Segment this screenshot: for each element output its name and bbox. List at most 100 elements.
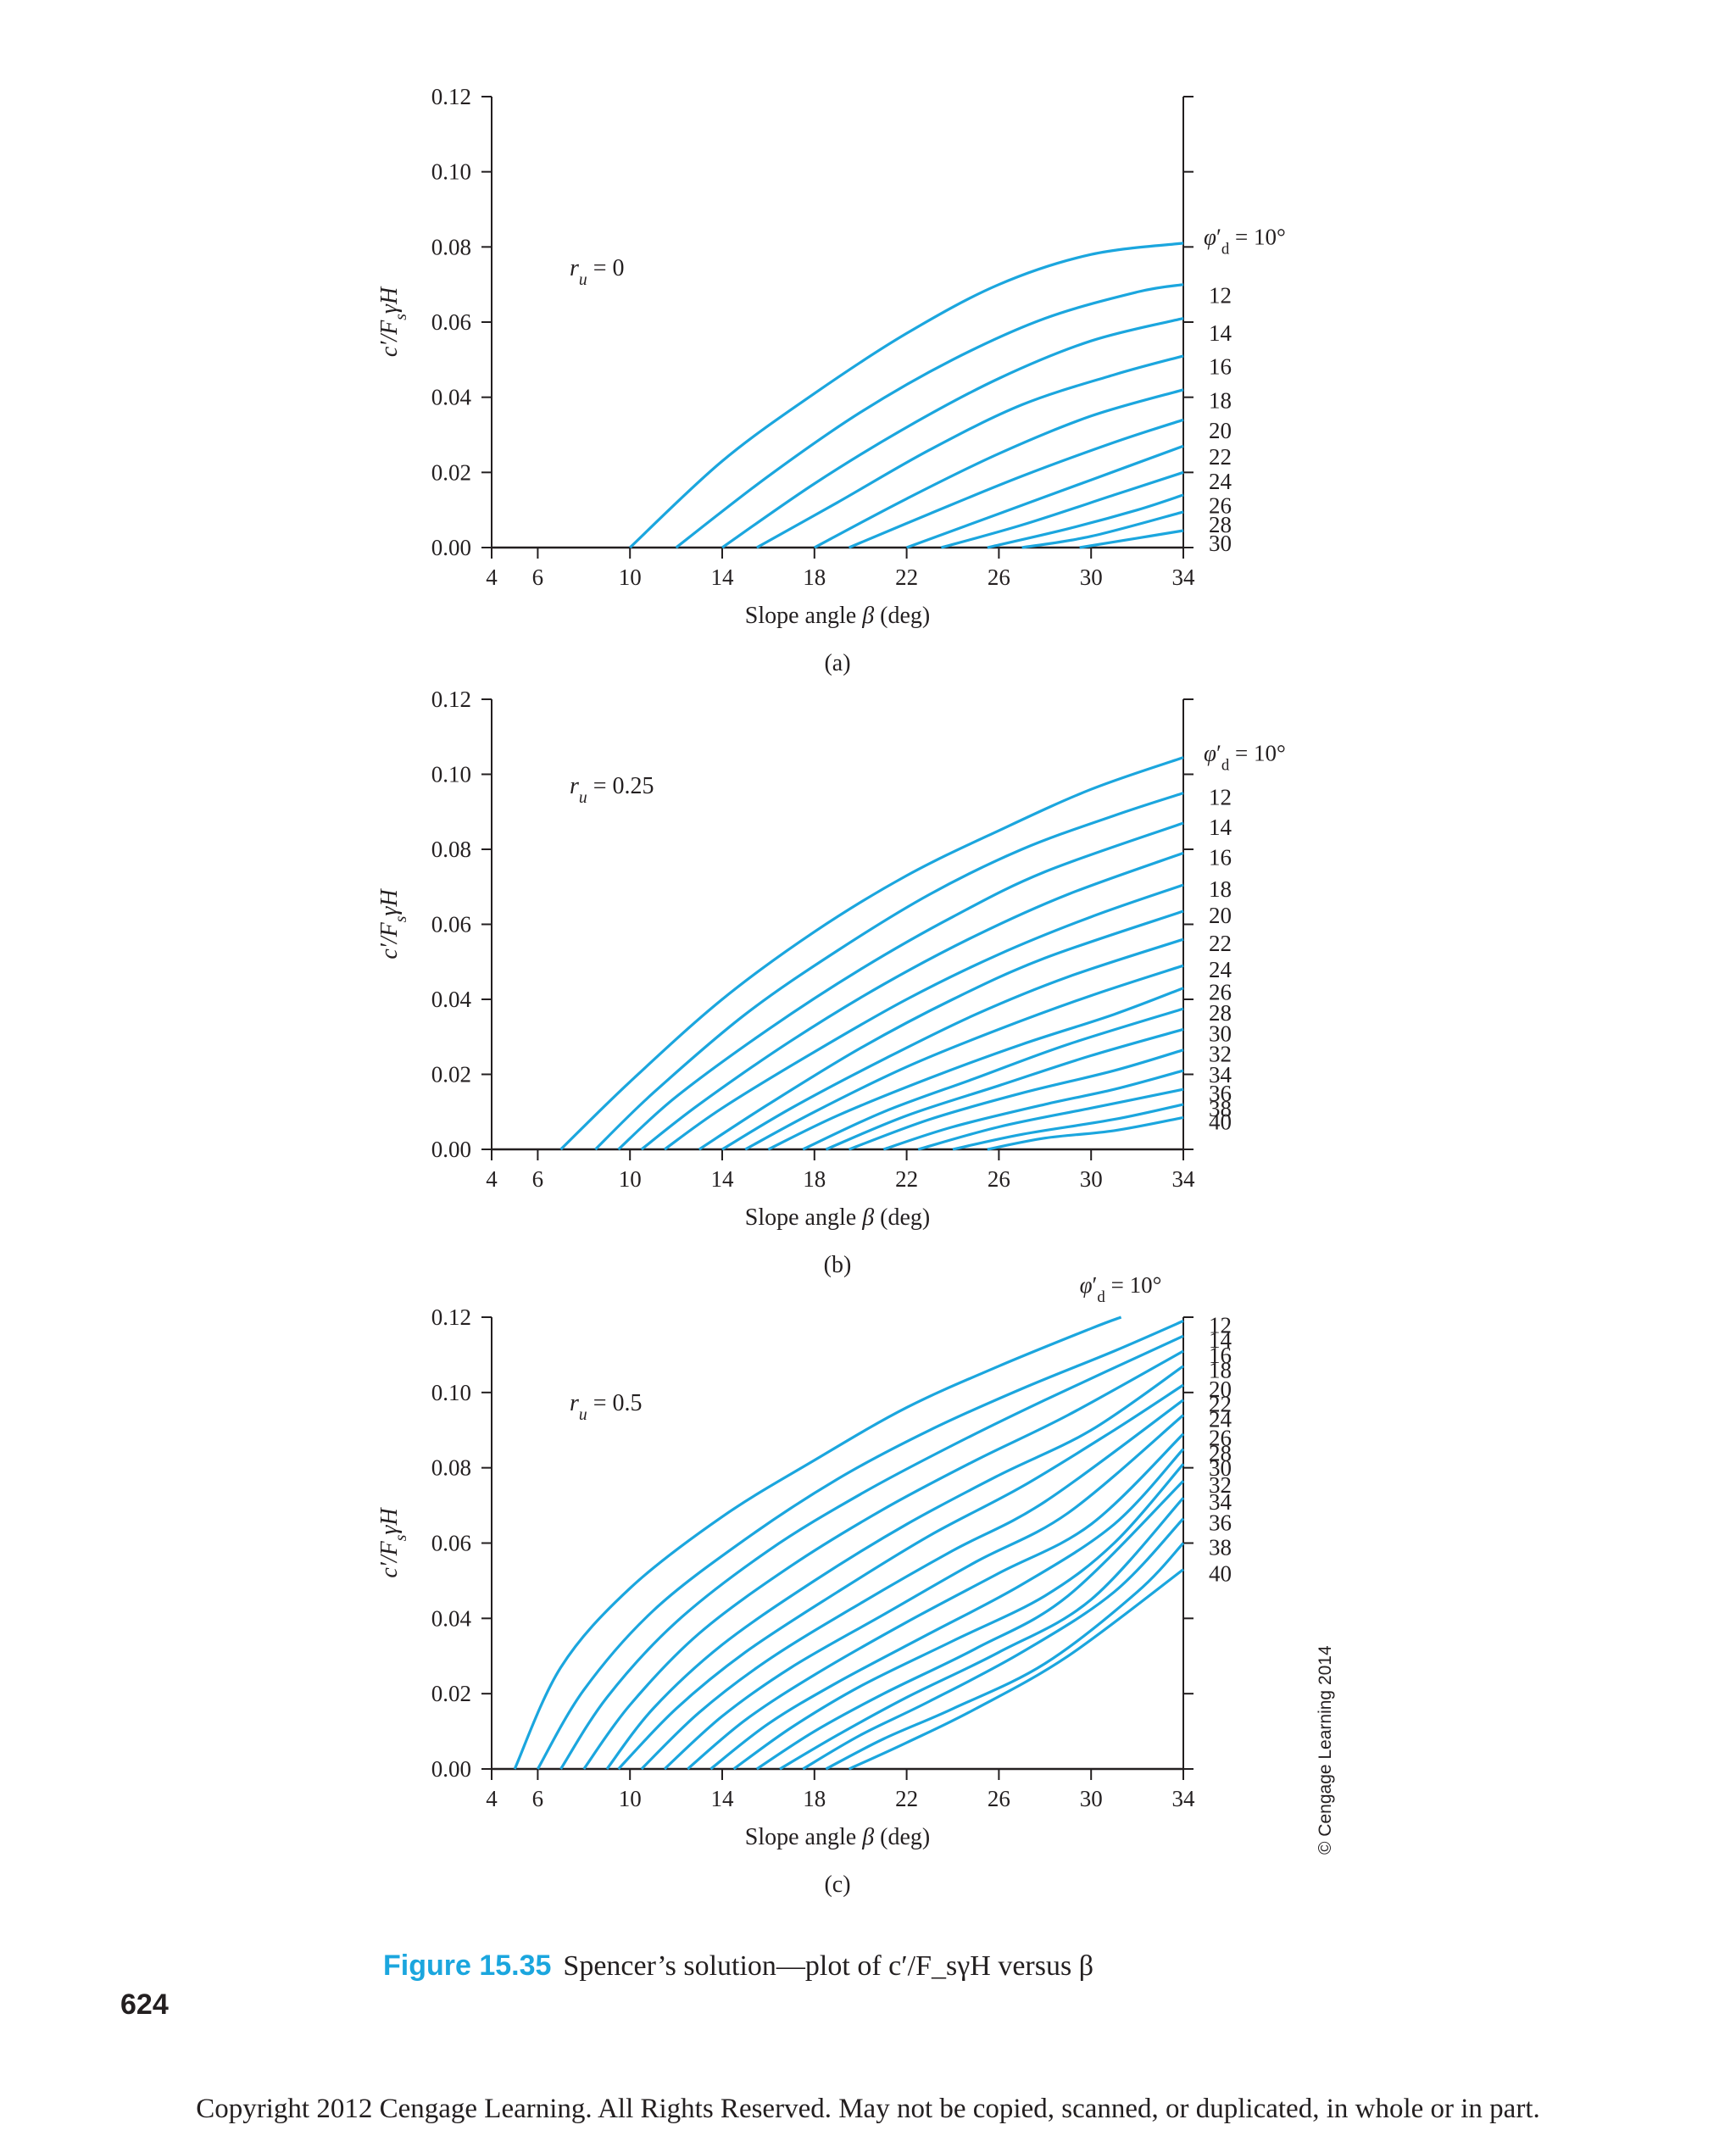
series-line-phi-34 <box>882 1069 1184 1151</box>
series-label-phi-36: 36 <box>1209 1081 1232 1106</box>
y-tick-label: 0.06 <box>431 1531 471 1556</box>
series-line-phi-40 <box>987 1115 1184 1151</box>
series-line-phi-28 <box>709 1448 1185 1771</box>
x-tick-label: 6 <box>532 565 544 590</box>
series-line-phi-24 <box>663 1414 1185 1771</box>
x-tick-label: 34 <box>1172 1166 1196 1192</box>
x-tick-label: 30 <box>1080 565 1103 590</box>
series-label-phi-40: 40 <box>1209 1561 1232 1587</box>
series-label-phi-18: 18 <box>1209 388 1232 414</box>
series-line-phi-18 <box>664 883 1184 1151</box>
x-tick-label: 6 <box>532 1786 544 1811</box>
y-tick-label: 0.12 <box>431 687 471 712</box>
series-label-phi-38: 38 <box>1209 1096 1232 1121</box>
series-line-phi-28 <box>1021 510 1184 549</box>
series-line-phi-22 <box>721 937 1184 1151</box>
y-tick-label: 0.08 <box>431 234 471 259</box>
y-tick-label: 0.12 <box>431 84 471 109</box>
series-line-phi-20 <box>698 909 1184 1151</box>
figure-caption: Figure 15.35 Spencer’s solution—plot of c… <box>383 1950 1093 1983</box>
series-label-phi-20: 20 <box>1209 418 1232 443</box>
y-axis-title: c′/FsγH <box>376 1507 410 1578</box>
x-tick-label: 30 <box>1080 1786 1103 1811</box>
series-line-phi-12 <box>537 1319 1184 1770</box>
series-label-phi-26: 26 <box>1209 980 1232 1005</box>
y-axis-title: c′/FsγH <box>376 888 410 959</box>
series-line-phi-10 <box>559 756 1184 1151</box>
series-line-phi-38 <box>952 1103 1184 1151</box>
chart-panel-3: 0.12 0.10 0.08 0.06 0.04 0.02 0.00 4 6 10 14 18 22 26… <box>376 1272 1232 1898</box>
series-label-phi-22: 22 <box>1209 1392 1232 1417</box>
ru-label: ru = 0.5 <box>570 1390 643 1424</box>
y-tick-label: 0.06 <box>431 912 471 937</box>
series-line-phi-38 <box>825 1542 1185 1771</box>
series-label-phi-10: φ′d = 10° <box>1204 225 1286 259</box>
x-tick-label: 26 <box>988 565 1010 590</box>
x-tick-label: 26 <box>988 1786 1010 1811</box>
x-tick-label: 22 <box>895 1166 918 1192</box>
series-label-phi-30: 30 <box>1209 1021 1232 1046</box>
series-label-phi-16: 16 <box>1209 844 1232 870</box>
y-tick-label: 0.04 <box>431 385 472 410</box>
y-tick-label: 0.04 <box>431 987 472 1012</box>
series-label-phi-14: 14 <box>1209 1327 1232 1353</box>
x-tick-label: 14 <box>711 565 735 590</box>
series-label-phi-32: 32 <box>1209 1472 1232 1498</box>
series-label-phi-18: 18 <box>1209 1358 1232 1383</box>
y-tick-label: 0.10 <box>431 762 471 787</box>
series-line-phi-24 <box>940 470 1184 549</box>
y-tick-label: 0.02 <box>431 1062 471 1087</box>
series-line-phi-18 <box>605 1365 1184 1770</box>
series-label-phi-28: 28 <box>1209 1000 1232 1026</box>
series-line-phi-16 <box>640 851 1184 1151</box>
y-tick-label: 0.08 <box>431 837 471 862</box>
x-axis-title: Slope angle β (deg) <box>745 1204 930 1231</box>
series-label-phi-18: 18 <box>1209 876 1232 902</box>
y-tick-label: 0.02 <box>431 459 471 485</box>
panel-label: (c) <box>824 1872 850 1898</box>
series-label-phi-24: 24 <box>1209 957 1232 982</box>
ru-label: ru = 0.25 <box>570 773 654 807</box>
x-tick-label: 34 <box>1172 565 1196 590</box>
series-label-phi-22: 22 <box>1209 931 1232 956</box>
y-tick-label: 0.08 <box>431 1455 471 1481</box>
x-tick-label: 22 <box>895 1786 918 1811</box>
x-tick-label: 4 <box>486 1786 498 1811</box>
series-line-phi-20 <box>848 418 1184 549</box>
x-tick-label: 14 <box>711 1166 735 1192</box>
page-number: 624 <box>120 1988 169 2021</box>
chart-panel-1: 0.12 0.10 0.08 0.06 0.04 0.02 0.00 4 6 10 14 18 22 26… <box>376 84 1286 676</box>
x-tick-label: 10 <box>619 565 642 590</box>
x-tick-label: 14 <box>711 1786 735 1811</box>
panel-label: (a) <box>824 650 850 676</box>
series-line-phi-14 <box>721 317 1184 549</box>
x-tick-label: 6 <box>532 1166 544 1192</box>
series-line-phi-24 <box>744 964 1184 1151</box>
y-tick-label: 0.00 <box>431 1756 471 1782</box>
series-label-phi-12: 12 <box>1209 1312 1232 1338</box>
series-label-phi-36: 36 <box>1209 1510 1232 1536</box>
series-label-phi-20: 20 <box>1209 1377 1232 1402</box>
series-label-phi-28: 28 <box>1209 512 1232 537</box>
panel-label: (b) <box>824 1252 852 1278</box>
series-label-phi-14: 14 <box>1209 320 1232 346</box>
y-tick-label: 0.00 <box>431 1137 471 1162</box>
y-tick-label: 0.10 <box>431 1380 471 1405</box>
series-label-phi-38: 38 <box>1209 1535 1232 1560</box>
series-line-phi-22 <box>640 1399 1184 1771</box>
series-label-phi-16: 16 <box>1209 1343 1232 1368</box>
series-label-phi-12: 12 <box>1209 282 1232 308</box>
x-tick-label: 18 <box>803 565 826 590</box>
series-line-phi-26 <box>767 987 1184 1151</box>
series-line-phi-14 <box>617 821 1184 1151</box>
series-line-phi-22 <box>906 444 1184 549</box>
series-line-phi-10 <box>513 1315 1122 1770</box>
x-tick-label: 4 <box>486 565 498 590</box>
series-label-phi-26: 26 <box>1209 493 1232 519</box>
series-line-phi-40 <box>848 1568 1184 1771</box>
y-axis-title: c′/FsγH <box>376 286 410 357</box>
series-line-phi-36 <box>917 1087 1184 1151</box>
series-label-phi-32: 32 <box>1209 1042 1232 1067</box>
footer-copyright: Copyright 2012 Cengage Learning. All Rig… <box>196 2094 1540 2124</box>
